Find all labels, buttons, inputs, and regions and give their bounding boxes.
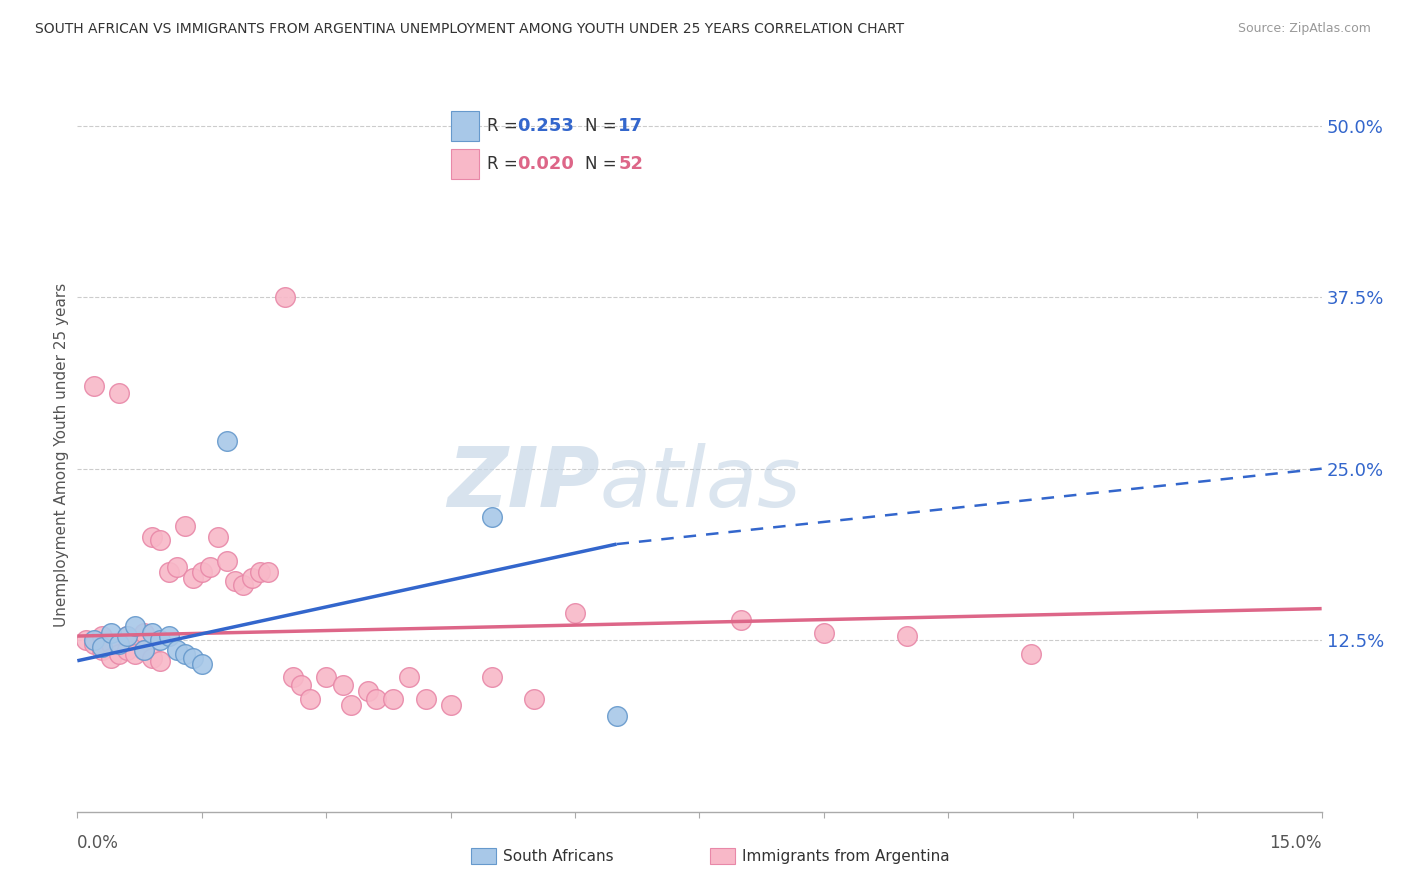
Point bbox=[132, 626, 155, 640]
Text: 0.253: 0.253 bbox=[517, 118, 574, 136]
Bar bbox=[451, 149, 478, 178]
Point bbox=[290, 678, 312, 692]
Point bbox=[564, 606, 586, 620]
Text: South Africans: South Africans bbox=[503, 849, 614, 863]
Point bbox=[813, 626, 835, 640]
Text: Immigrants from Argentina: Immigrants from Argentina bbox=[742, 849, 950, 863]
Point bbox=[215, 553, 238, 567]
Point bbox=[523, 692, 546, 706]
Point bbox=[1021, 647, 1043, 661]
Point bbox=[91, 642, 114, 657]
Text: 52: 52 bbox=[619, 155, 644, 173]
Point bbox=[91, 640, 114, 654]
Point bbox=[75, 633, 97, 648]
Point bbox=[315, 670, 337, 684]
Point bbox=[224, 574, 246, 589]
Point bbox=[83, 637, 105, 651]
Point bbox=[298, 692, 321, 706]
Bar bbox=[451, 111, 478, 141]
Point bbox=[440, 698, 463, 712]
Text: ZIP: ZIP bbox=[447, 443, 600, 524]
Text: atlas: atlas bbox=[600, 443, 801, 524]
Point bbox=[108, 637, 131, 651]
Text: 0.0%: 0.0% bbox=[77, 834, 120, 852]
Point bbox=[730, 613, 752, 627]
Point bbox=[183, 651, 205, 665]
Point bbox=[896, 629, 918, 643]
Point bbox=[108, 386, 131, 401]
Point bbox=[281, 670, 304, 684]
Point bbox=[174, 519, 197, 533]
Point bbox=[149, 654, 172, 668]
Point bbox=[149, 533, 172, 547]
Point bbox=[332, 678, 354, 692]
Point bbox=[100, 637, 122, 651]
Point bbox=[174, 647, 197, 661]
Point bbox=[149, 633, 172, 648]
Point bbox=[115, 629, 138, 643]
Point bbox=[100, 626, 122, 640]
Point bbox=[132, 642, 155, 657]
Point bbox=[357, 684, 380, 698]
Text: 17: 17 bbox=[619, 118, 644, 136]
Point bbox=[257, 565, 280, 579]
Point bbox=[100, 651, 122, 665]
Point bbox=[132, 642, 155, 657]
Point bbox=[141, 530, 163, 544]
Point bbox=[157, 565, 180, 579]
Point bbox=[115, 642, 138, 657]
Point bbox=[398, 670, 420, 684]
Text: R =: R = bbox=[486, 118, 523, 136]
Point bbox=[157, 629, 180, 643]
Point bbox=[91, 629, 114, 643]
Point bbox=[124, 619, 146, 633]
Text: N =: N = bbox=[585, 118, 623, 136]
Point bbox=[124, 633, 146, 648]
Point bbox=[83, 633, 105, 648]
Point bbox=[166, 560, 188, 574]
Point bbox=[249, 565, 271, 579]
Point bbox=[124, 647, 146, 661]
Point bbox=[274, 290, 297, 304]
Text: N =: N = bbox=[585, 155, 623, 173]
Point bbox=[215, 434, 238, 449]
Point bbox=[191, 657, 214, 671]
Point bbox=[166, 642, 188, 657]
Point bbox=[481, 509, 503, 524]
Point bbox=[415, 692, 437, 706]
Point bbox=[606, 708, 628, 723]
Point bbox=[381, 692, 404, 706]
Point bbox=[340, 698, 363, 712]
Point bbox=[481, 670, 503, 684]
Point bbox=[364, 692, 387, 706]
Y-axis label: Unemployment Among Youth under 25 years: Unemployment Among Youth under 25 years bbox=[53, 283, 69, 627]
Point bbox=[141, 651, 163, 665]
Text: SOUTH AFRICAN VS IMMIGRANTS FROM ARGENTINA UNEMPLOYMENT AMONG YOUTH UNDER 25 YEA: SOUTH AFRICAN VS IMMIGRANTS FROM ARGENTI… bbox=[35, 22, 904, 37]
Text: 15.0%: 15.0% bbox=[1270, 834, 1322, 852]
Point bbox=[183, 571, 205, 585]
Point bbox=[198, 560, 221, 574]
Point bbox=[240, 571, 263, 585]
Point bbox=[115, 629, 138, 643]
Text: R =: R = bbox=[486, 155, 523, 173]
Point bbox=[141, 626, 163, 640]
Text: 0.020: 0.020 bbox=[517, 155, 574, 173]
Point bbox=[83, 379, 105, 393]
Point bbox=[191, 565, 214, 579]
Point bbox=[108, 647, 131, 661]
Text: Source: ZipAtlas.com: Source: ZipAtlas.com bbox=[1237, 22, 1371, 36]
Point bbox=[207, 530, 229, 544]
Point bbox=[232, 578, 254, 592]
